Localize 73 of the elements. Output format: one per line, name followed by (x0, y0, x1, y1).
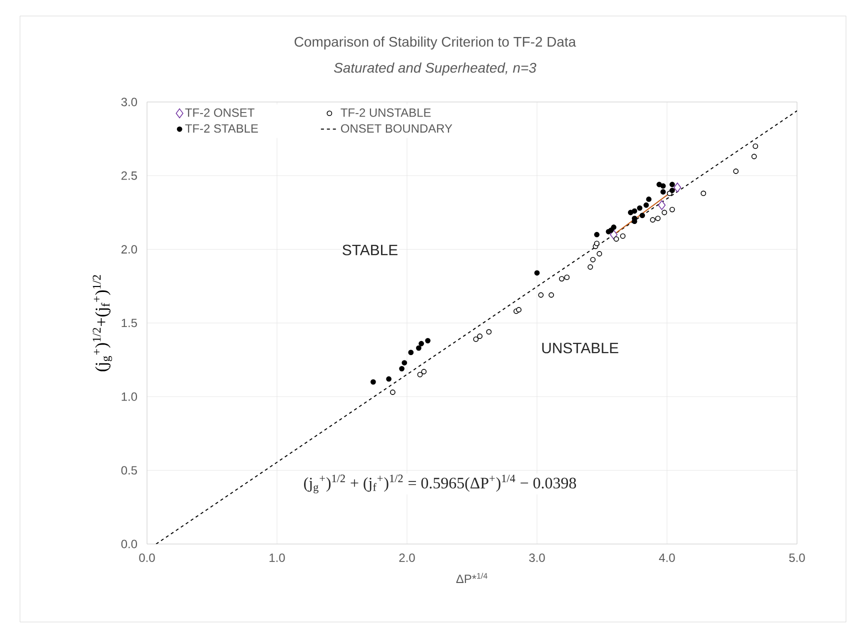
annotation: STABLE (342, 244, 398, 256)
point (534, 270, 540, 276)
point (421, 368, 427, 374)
x-tick-label: 5.0 (789, 554, 805, 562)
point (594, 232, 600, 238)
point (637, 205, 642, 211)
point (674, 182, 682, 192)
point (660, 183, 666, 189)
point (611, 224, 616, 230)
text: (j$_{g}$$^{+}$)$^{1/2}$ + (j$_{f}$$^{+}$)$^{1/2}$ = 0.5965(ΔP$^{+}$)$^{1/4}$ − 0.0398 (304, 474, 576, 494)
y-tick-label: 1.5 (122, 318, 137, 328)
point (751, 154, 757, 160)
point (486, 329, 492, 335)
legend-label: TF-2 STABLE (185, 124, 258, 133)
point (416, 345, 422, 351)
point (670, 182, 675, 188)
annotation: UNSTABLE (542, 342, 618, 354)
point (594, 240, 600, 246)
point (640, 212, 646, 218)
point (386, 376, 392, 382)
legend-label: TF-2 ONSET (185, 108, 254, 117)
point (417, 372, 423, 378)
y-tick-label: 0.0 (121, 540, 138, 548)
point (700, 190, 706, 196)
x-tick-label: 2.0 (399, 554, 415, 562)
y-tick-label: 2.5 (121, 171, 137, 180)
legend-label: ONSET BOUNDARY (341, 124, 452, 133)
legend-label: TF-2 UNSTABLE (340, 108, 431, 117)
x-tick-label: 4.0 (658, 554, 675, 562)
point (408, 350, 414, 356)
x-tick-label: 0.0 (139, 554, 155, 562)
point (658, 200, 666, 210)
point (644, 202, 649, 208)
point (606, 228, 612, 234)
y-tick-label: 0.5 (121, 466, 137, 475)
point (596, 251, 602, 256)
point (473, 336, 479, 342)
point (752, 143, 758, 149)
point (516, 307, 522, 312)
x-axis-title: ΔP*$^{1/4}$ (456, 572, 488, 583)
x-tick-label: 1.0 (270, 554, 285, 562)
point (402, 360, 408, 366)
point (733, 168, 739, 174)
x-tick-label: 3.0 (529, 554, 545, 562)
point (614, 236, 620, 242)
point (670, 206, 675, 212)
point (662, 210, 668, 216)
point (628, 210, 634, 216)
y-tick-label: 3.0 (121, 98, 138, 106)
point (620, 233, 626, 239)
point (548, 292, 554, 298)
point (655, 216, 661, 222)
point (660, 189, 666, 195)
chart-subtitle: Saturated and Superheated, n=3 (334, 62, 536, 76)
y-tick-label: 2.0 (121, 245, 138, 254)
point (370, 379, 376, 385)
chart-title: Comparison of Stability Criterion to TF-2 Data (294, 36, 576, 50)
point (425, 338, 431, 344)
point (632, 208, 638, 214)
point (477, 334, 483, 339)
point (538, 292, 544, 298)
point (399, 366, 404, 372)
y-tick-label: 1.0 (122, 392, 138, 401)
point (418, 340, 424, 346)
point (588, 264, 594, 270)
point (590, 256, 596, 262)
point (650, 217, 656, 223)
point (559, 276, 564, 282)
point (390, 390, 396, 395)
point (646, 196, 652, 202)
point (564, 274, 570, 280)
point (670, 188, 675, 194)
text: (j$_{g}$$^{+}$)$^{1/2}$+(j$_{f}$$^{+}$)$^{1/2}$ (92, 275, 112, 372)
